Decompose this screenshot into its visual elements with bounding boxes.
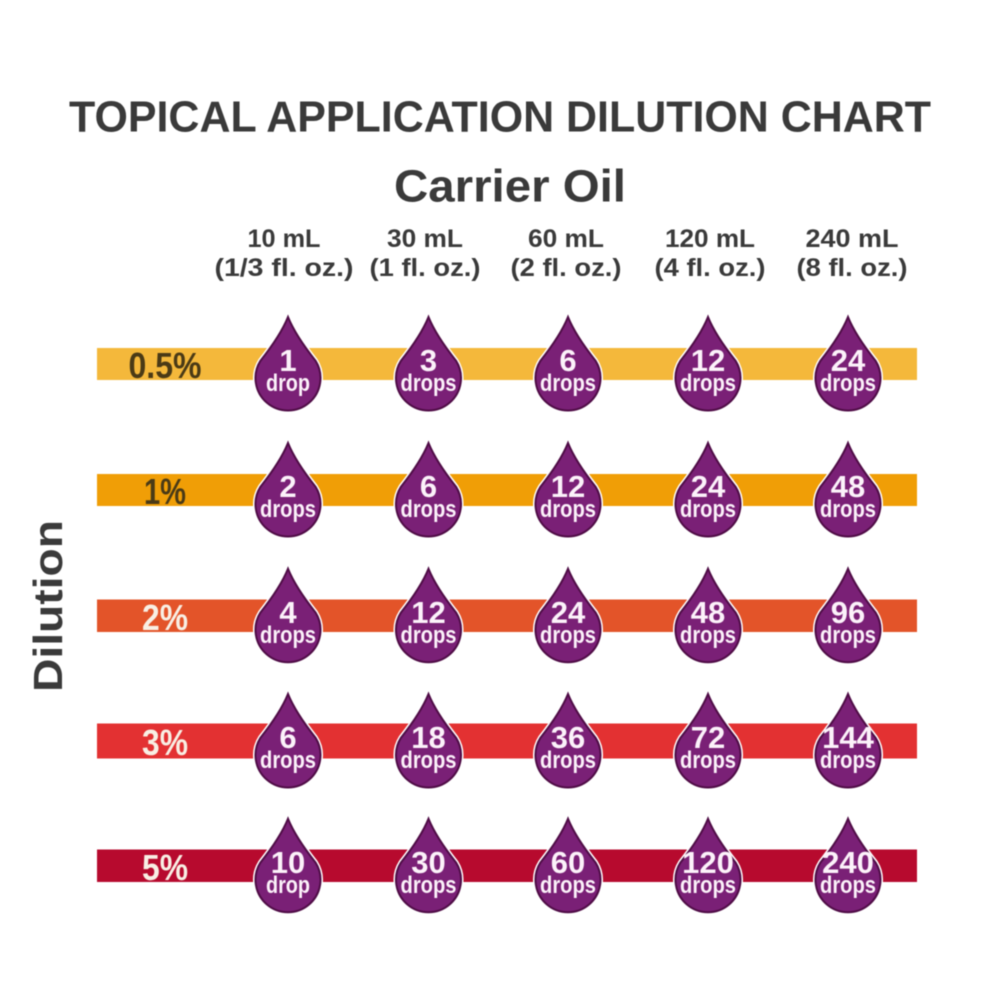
svg-text:drop: drop [266,872,310,899]
svg-text:drops: drops [680,496,736,523]
svg-text:drops: drops [820,496,876,523]
svg-text:240: 240 [822,845,874,880]
svg-text:24: 24 [831,343,866,378]
svg-text:240 mL: 240 mL [806,225,899,253]
svg-text:2%: 2% [142,597,188,638]
svg-text:3%: 3% [142,722,188,763]
svg-text:48: 48 [691,595,725,630]
svg-text:(8 fl. oz.): (8 fl. oz.) [797,254,908,282]
svg-text:12: 12 [411,595,445,630]
svg-text:2: 2 [279,469,296,504]
svg-text:drops: drops [260,496,316,523]
svg-text:(4 fl. oz.): (4 fl. oz.) [655,254,766,282]
svg-text:6: 6 [559,343,576,378]
svg-text:0.5%: 0.5% [129,345,202,386]
svg-text:drops: drops [540,496,596,523]
svg-text:10: 10 [271,845,305,880]
svg-text:24: 24 [691,469,726,504]
svg-text:120 mL: 120 mL [665,225,755,253]
svg-text:6: 6 [420,469,437,504]
svg-text:drops: drops [540,370,596,397]
svg-text:12: 12 [551,469,585,504]
svg-text:60: 60 [551,845,585,880]
svg-text:TOPICAL APPLICATION DILUTION C: TOPICAL APPLICATION DILUTION CHART [69,93,931,142]
svg-text:drop: drop [266,370,310,397]
svg-text:drops: drops [540,872,596,899]
svg-text:12: 12 [691,343,725,378]
svg-text:48: 48 [831,469,865,504]
svg-text:Carrier Oil: Carrier Oil [394,161,626,212]
svg-text:72: 72 [691,720,725,755]
svg-text:36: 36 [551,720,585,755]
svg-text:drops: drops [820,747,876,774]
svg-text:Dilution: Dilution [25,520,71,692]
svg-text:drops: drops [401,747,457,774]
svg-text:drops: drops [680,747,736,774]
svg-text:drops: drops [401,496,457,523]
svg-text:120: 120 [682,845,734,880]
svg-text:4: 4 [279,595,297,630]
svg-text:144: 144 [822,720,874,755]
svg-text:drops: drops [680,370,736,397]
svg-text:drops: drops [680,622,736,649]
svg-text:1%: 1% [144,471,186,512]
svg-text:30 mL: 30 mL [387,225,463,253]
svg-text:18: 18 [411,720,445,755]
svg-text:drops: drops [260,622,316,649]
svg-text:96: 96 [831,595,865,630]
svg-text:drops: drops [680,872,736,899]
svg-text:drops: drops [260,747,316,774]
svg-text:24: 24 [551,595,586,630]
svg-text:6: 6 [279,720,296,755]
svg-text:drops: drops [540,622,596,649]
svg-text:drops: drops [401,622,457,649]
svg-text:drops: drops [540,747,596,774]
svg-text:drops: drops [401,872,457,899]
svg-text:drops: drops [820,622,876,649]
svg-text:drops: drops [401,370,457,397]
svg-text:1: 1 [279,343,296,378]
svg-text:10 mL: 10 mL [248,225,321,253]
svg-text:3: 3 [420,343,437,378]
svg-text:drops: drops [820,872,876,899]
svg-text:30: 30 [411,845,445,880]
svg-text:(1 fl. oz.): (1 fl. oz.) [370,254,481,282]
svg-text:5%: 5% [142,847,188,888]
svg-text:60 mL: 60 mL [528,225,604,253]
svg-text:(2 fl. oz.): (2 fl. oz.) [511,254,622,282]
svg-text:drops: drops [820,370,876,397]
svg-text:(1/3 fl. oz.): (1/3 fl. oz.) [215,254,354,282]
